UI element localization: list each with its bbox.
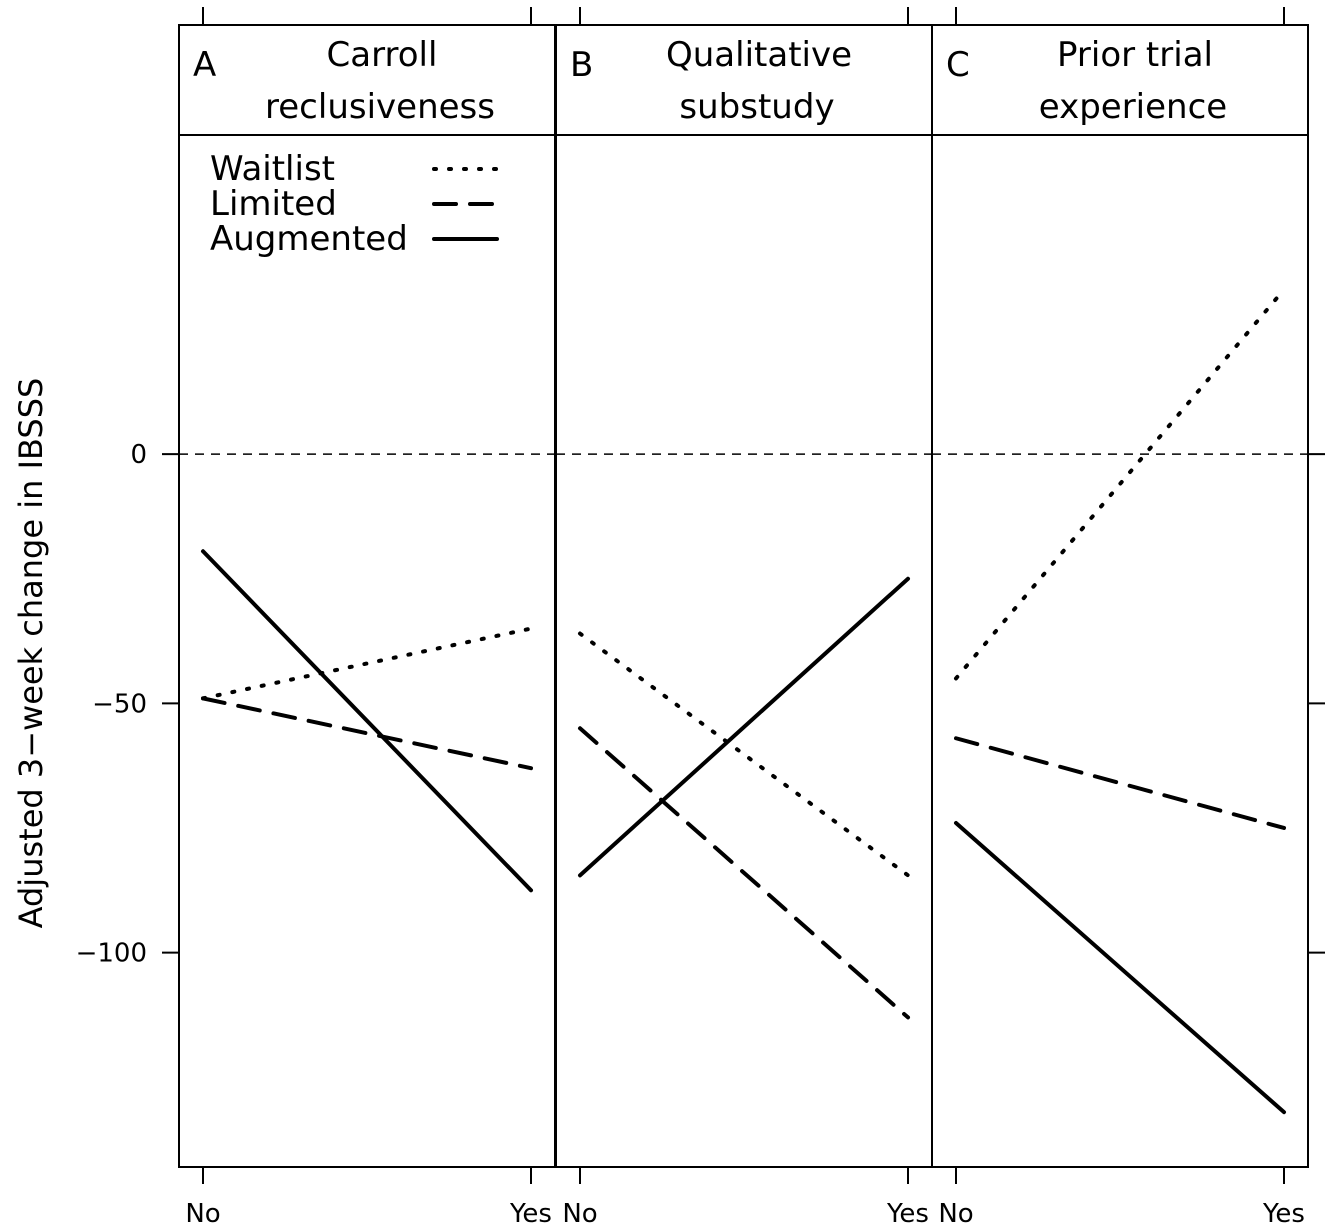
panel-letter: A bbox=[193, 45, 216, 85]
series-line-augmented bbox=[954, 821, 1286, 1115]
panel-a: A Carroll reclusiveness No Yes bbox=[178, 7, 556, 1229]
y-axis-title: Adjusted 3−week change in IBSSS bbox=[12, 378, 50, 929]
legend-label-limited: Limited bbox=[210, 184, 337, 224]
panel-title-line2: reclusiveness bbox=[265, 87, 495, 127]
series-line-augmented bbox=[201, 549, 533, 893]
x-tick-label: Yes bbox=[509, 1199, 552, 1229]
y-tick-label: −50 bbox=[92, 689, 147, 719]
series-line-waitlist bbox=[954, 287, 1286, 681]
legend-label-augmented: Augmented bbox=[210, 219, 408, 259]
panel-letter: B bbox=[570, 45, 593, 85]
panel-title-line1: Qualitative bbox=[666, 35, 852, 75]
x-tick-label: Yes bbox=[1262, 1199, 1305, 1229]
y-tick-label: 0 bbox=[130, 440, 147, 470]
x-tick-label: No bbox=[562, 1199, 597, 1229]
panel-title-line1: Prior trial bbox=[1057, 35, 1213, 75]
panel-frame bbox=[555, 134, 933, 1168]
y-axis: 0 −50 −100 bbox=[76, 440, 1325, 969]
series-line-limited bbox=[578, 726, 910, 1020]
panel-frame bbox=[178, 134, 556, 1168]
panel-b: B Qualitative substudy No Yes bbox=[555, 7, 933, 1229]
series-line-waitlist bbox=[201, 626, 533, 701]
panel-frame bbox=[931, 134, 1309, 1168]
panel-c: C Prior trial experience No Yes bbox=[931, 7, 1309, 1229]
y-tick-label: −100 bbox=[76, 939, 147, 969]
panel-title-line2: experience bbox=[1039, 87, 1227, 127]
panels: A Carroll reclusiveness No Yes B Qualitative su… bbox=[178, 7, 1309, 1229]
panel-title-line2: substudy bbox=[679, 87, 834, 127]
x-tick-label: No bbox=[938, 1199, 973, 1229]
x-tick-label: Yes bbox=[886, 1199, 929, 1229]
series-line-limited bbox=[954, 736, 1286, 830]
series-line-augmented bbox=[578, 576, 910, 878]
series-line-waitlist bbox=[578, 631, 910, 878]
x-tick-label: No bbox=[185, 1199, 220, 1229]
legend-label-waitlist: Waitlist bbox=[210, 149, 335, 189]
panel-letter: C bbox=[946, 45, 970, 85]
panel-title-line1: Carroll bbox=[327, 35, 438, 75]
series-line-limited bbox=[201, 696, 533, 771]
